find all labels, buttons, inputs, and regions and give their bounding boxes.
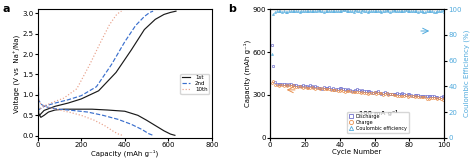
Y-axis label: Voltage (V vs  Na⁺/Na): Voltage (V vs Na⁺/Na) [14, 34, 21, 113]
Text: 100 mA g⁻¹: 100 mA g⁻¹ [358, 110, 398, 116]
Y-axis label: Coulombic Efficiency (%): Coulombic Efficiency (%) [463, 30, 470, 117]
Legend: Discharge, Charge, Coulombic efficiency: Discharge, Charge, Coulombic efficiency [347, 112, 409, 133]
Legend: 1st, 2nd, 10th: 1st, 2nd, 10th [181, 74, 209, 94]
Text: a: a [3, 4, 10, 14]
X-axis label: Cycle Number: Cycle Number [332, 149, 382, 155]
X-axis label: Capacity (mAh g⁻¹): Capacity (mAh g⁻¹) [91, 149, 158, 157]
Y-axis label: Capacity (mAh g⁻¹): Capacity (mAh g⁻¹) [243, 40, 251, 107]
Text: b: b [228, 4, 236, 14]
